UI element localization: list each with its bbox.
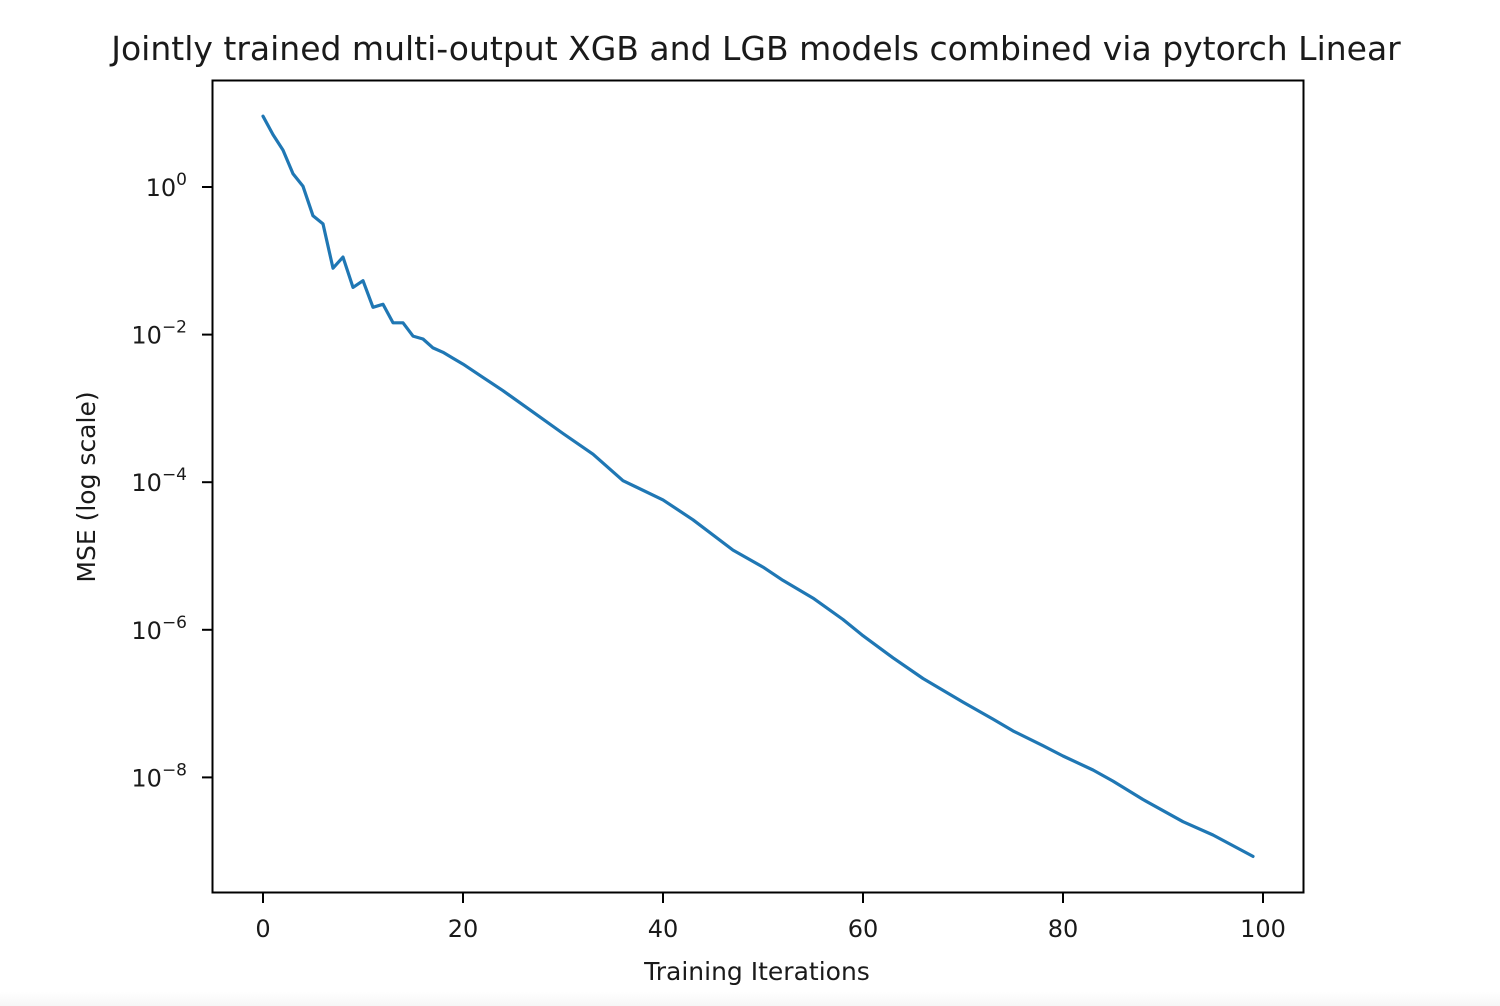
y-tick-label: 100	[146, 170, 187, 202]
x-tick-label: 60	[848, 915, 879, 943]
y-axis: 100 10−2 10−4 10−6 10−8	[131, 170, 212, 792]
x-tick-label: 0	[255, 915, 270, 943]
axes-frame	[211, 79, 1305, 894]
x-tick-label: 40	[648, 915, 679, 943]
chart-title: Jointly trained multi-output XGB and LGB…	[109, 29, 1401, 68]
plot-area	[211, 79, 1305, 894]
y-tick-label: 10−8	[131, 760, 187, 792]
y-tick-label: 10−2	[131, 318, 187, 350]
x-tick-label: 100	[1240, 915, 1286, 943]
y-axis-label: MSE (log scale)	[72, 391, 101, 582]
bottom-edge	[0, 992, 1500, 1006]
y-tick-label: 10−6	[131, 613, 187, 645]
x-tick-label: 80	[1048, 915, 1079, 943]
x-tick-label: 20	[448, 915, 479, 943]
y-tick-label: 10−4	[131, 465, 187, 497]
mse-line	[261, 114, 1255, 858]
x-axis: 0 20 40 60 80 100	[255, 893, 1286, 943]
x-axis-label: Training Iterations	[643, 957, 870, 986]
